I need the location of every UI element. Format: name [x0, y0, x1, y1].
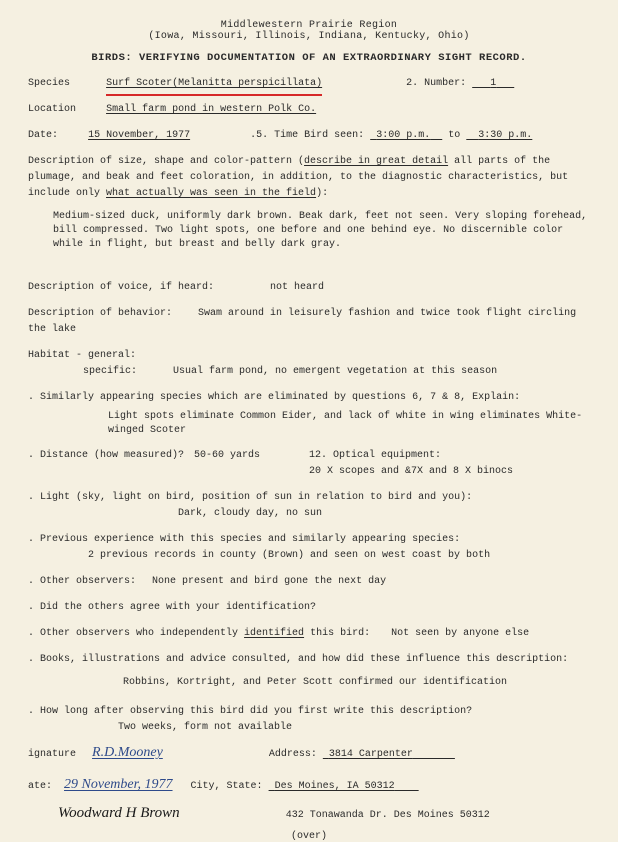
date2-value: 29 November, 1977 — [64, 777, 173, 792]
time-from: 3:00 p.m. — [376, 130, 430, 141]
date-value: 15 November, 1977 — [88, 130, 190, 141]
independent-label: . Other observers who independently — [28, 628, 244, 639]
books-label: . Books, illustrations and advice consul… — [28, 654, 568, 665]
time-to: 3:30 p.m. — [478, 130, 532, 141]
distance-label: . Distance (how measured)? — [28, 450, 184, 461]
habitat-label: Habitat - general: — [28, 350, 136, 361]
document-title: BIRDS: VERIFYING DOCUMENTATION OF AN EXT… — [28, 52, 590, 64]
experience-row: . Previous experience with this species … — [28, 532, 590, 564]
desc-label-3: ): — [316, 188, 328, 199]
date-label: Date: — [28, 130, 58, 141]
signature-2: Woodward H Brown — [58, 805, 180, 821]
howlong-value: Two weeks, form not available — [118, 722, 292, 733]
similar-label: . Similarly appearing species which are … — [28, 392, 520, 403]
location-label: Location — [28, 104, 76, 115]
location-row: Location Small farm pond in western Polk… — [28, 102, 590, 118]
light-value: Dark, cloudy day, no sun — [178, 508, 322, 519]
date-row: Date: 15 November, 1977 .5. Time Bird se… — [28, 128, 590, 144]
desc-label-1: Description of size, shape and color-pat… — [28, 156, 304, 167]
voice-row: Description of voice, if heard: not hear… — [28, 280, 590, 296]
region-name: Middlewestern Prairie Region — [28, 20, 590, 31]
date-city-row: ate: 29 November, 1977 City, State: Des … — [28, 774, 590, 796]
agree-label: . Did the others agree with your identif… — [28, 602, 316, 613]
similar-row: . Similarly appearing species which are … — [28, 390, 590, 406]
independent-value: Not seen by anyone else — [391, 628, 529, 639]
experience-label: . Previous experience with this species … — [28, 534, 460, 545]
over-text: (over) — [28, 831, 590, 842]
description-size-section: Description of size, shape and color-pat… — [28, 154, 590, 202]
optical-value: 20 X scopes and &7X and 8 X binocs — [309, 466, 513, 477]
optical-label: 12. Optical equipment: — [309, 450, 441, 461]
description-content: Medium-sized duck, uniformly dark brown.… — [28, 210, 590, 252]
addr-value-1: 3814 Carpenter — [329, 749, 413, 760]
number-label: 2. Number: — [406, 78, 466, 89]
time-label: .5. Time Bird seen: — [250, 130, 364, 141]
city-value: Des Moines, IA 50312 — [275, 781, 395, 792]
howlong-row: . How long after observing this bird did… — [28, 704, 590, 736]
addr-label: Address: — [269, 749, 317, 760]
signature-row-1: ignature R.D.Mooney Address: 3814 Carpen… — [28, 742, 590, 764]
howlong-label: . How long after observing this bird did… — [28, 706, 472, 717]
habitat-value: Usual farm pond, no emergent vegetation … — [173, 366, 497, 377]
experience-value: 2 previous records in county (Brown) and… — [88, 550, 490, 561]
voice-label: Description of voice, if heard: — [28, 282, 214, 293]
habitat-row: Habitat - general: specific: Usual farm … — [28, 348, 590, 380]
species-label: Species — [28, 78, 70, 89]
observers-value: None present and bird gone the next day — [152, 576, 386, 587]
states-list: (Iowa, Missouri, Illinois, Indiana, Kent… — [28, 31, 590, 42]
signature-row-2: Woodward H Brown 432 Tonawanda Dr. Des M… — [28, 801, 590, 825]
agree-row: . Did the others agree with your identif… — [28, 600, 590, 616]
distance-value: 50-60 yards — [194, 450, 260, 461]
books-value: Robbins, Kortright, and Peter Scott conf… — [28, 676, 590, 690]
observers-label: . Other observers: — [28, 576, 136, 587]
behavior-label: Description of behavior: — [28, 308, 172, 319]
independent-label-2: this bird: — [304, 628, 370, 639]
behavior-row: Description of behavior: Swam around in … — [28, 306, 590, 338]
books-row: . Books, illustrations and advice consul… — [28, 652, 590, 668]
desc-underlined-1: describe in great detail — [304, 156, 448, 167]
habitat-label-2: specific: — [83, 366, 137, 377]
city-label: City, State: — [191, 781, 263, 792]
to-label: to — [448, 130, 460, 141]
independent-underlined: identified — [244, 628, 304, 639]
distance-row: . Distance (how measured)? 50-60 yards 1… — [28, 448, 590, 480]
similar-value: Light spots eliminate Common Eider, and … — [28, 410, 590, 438]
light-row: . Light (sky, light on bird, position of… — [28, 490, 590, 522]
voice-value: not heard — [270, 282, 324, 293]
sig-label: ignature — [28, 749, 76, 760]
signature-1: R.D.Mooney — [92, 745, 163, 760]
addr-value-2: 432 Tonawanda Dr. Des Moines 50312 — [286, 810, 490, 821]
date2-label: ate: — [28, 781, 52, 792]
observers-row: . Other observers: None present and bird… — [28, 574, 590, 590]
independent-row: . Other observers who independently iden… — [28, 626, 590, 642]
location-value: Small farm pond in western Polk Co. — [106, 104, 316, 115]
light-label: . Light (sky, light on bird, position of… — [28, 492, 472, 503]
desc-underlined-2: what actually was seen in the field — [106, 188, 316, 199]
species-value: Surf Scoter(Melanitta perspicillata) — [106, 76, 322, 92]
number-value: 1 — [490, 78, 496, 89]
species-row: Species Surf Scoter(Melanitta perspicill… — [28, 76, 590, 92]
